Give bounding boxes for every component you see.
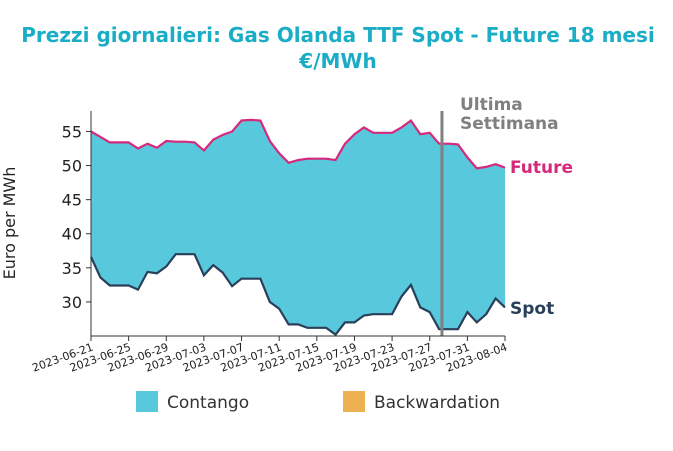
y-tick-label: 55 <box>62 122 82 141</box>
y-tick-label: 40 <box>62 225 82 244</box>
y-tick-label: 30 <box>62 293 82 312</box>
marker-label-settimana: Settimana <box>460 114 559 134</box>
marker-label-ultima: Ultima <box>460 95 523 115</box>
y-axis-label: Euro per MWh <box>0 167 19 280</box>
legend-swatch-backwardation <box>343 391 365 412</box>
legend-label-backwardation: Backwardation <box>374 393 500 413</box>
legend-swatch-contango <box>136 391 158 412</box>
y-axis: 30 35 40 45 50 55 <box>62 111 92 336</box>
y-tick-label: 45 <box>62 191 82 210</box>
future-line <box>90 118 506 170</box>
y-tick-label: 50 <box>62 157 82 176</box>
chart-title-line1: Prezzi giornalieri: Gas Olanda TTF Spot … <box>21 23 654 47</box>
x-axis: 2023-06-212023-06-252023-06-292023-07-03… <box>30 335 509 375</box>
spot-line <box>90 253 506 337</box>
future-series-label: Future <box>510 158 573 178</box>
chart-title-line2: €/MWh <box>298 49 376 73</box>
y-tick-label: 35 <box>62 259 82 278</box>
legend: Contango Backwardation <box>136 391 500 413</box>
contango-area <box>91 119 505 335</box>
legend-label-contango: Contango <box>167 393 249 413</box>
spot-series-label: Spot <box>510 299 554 319</box>
plot-area <box>90 111 506 337</box>
